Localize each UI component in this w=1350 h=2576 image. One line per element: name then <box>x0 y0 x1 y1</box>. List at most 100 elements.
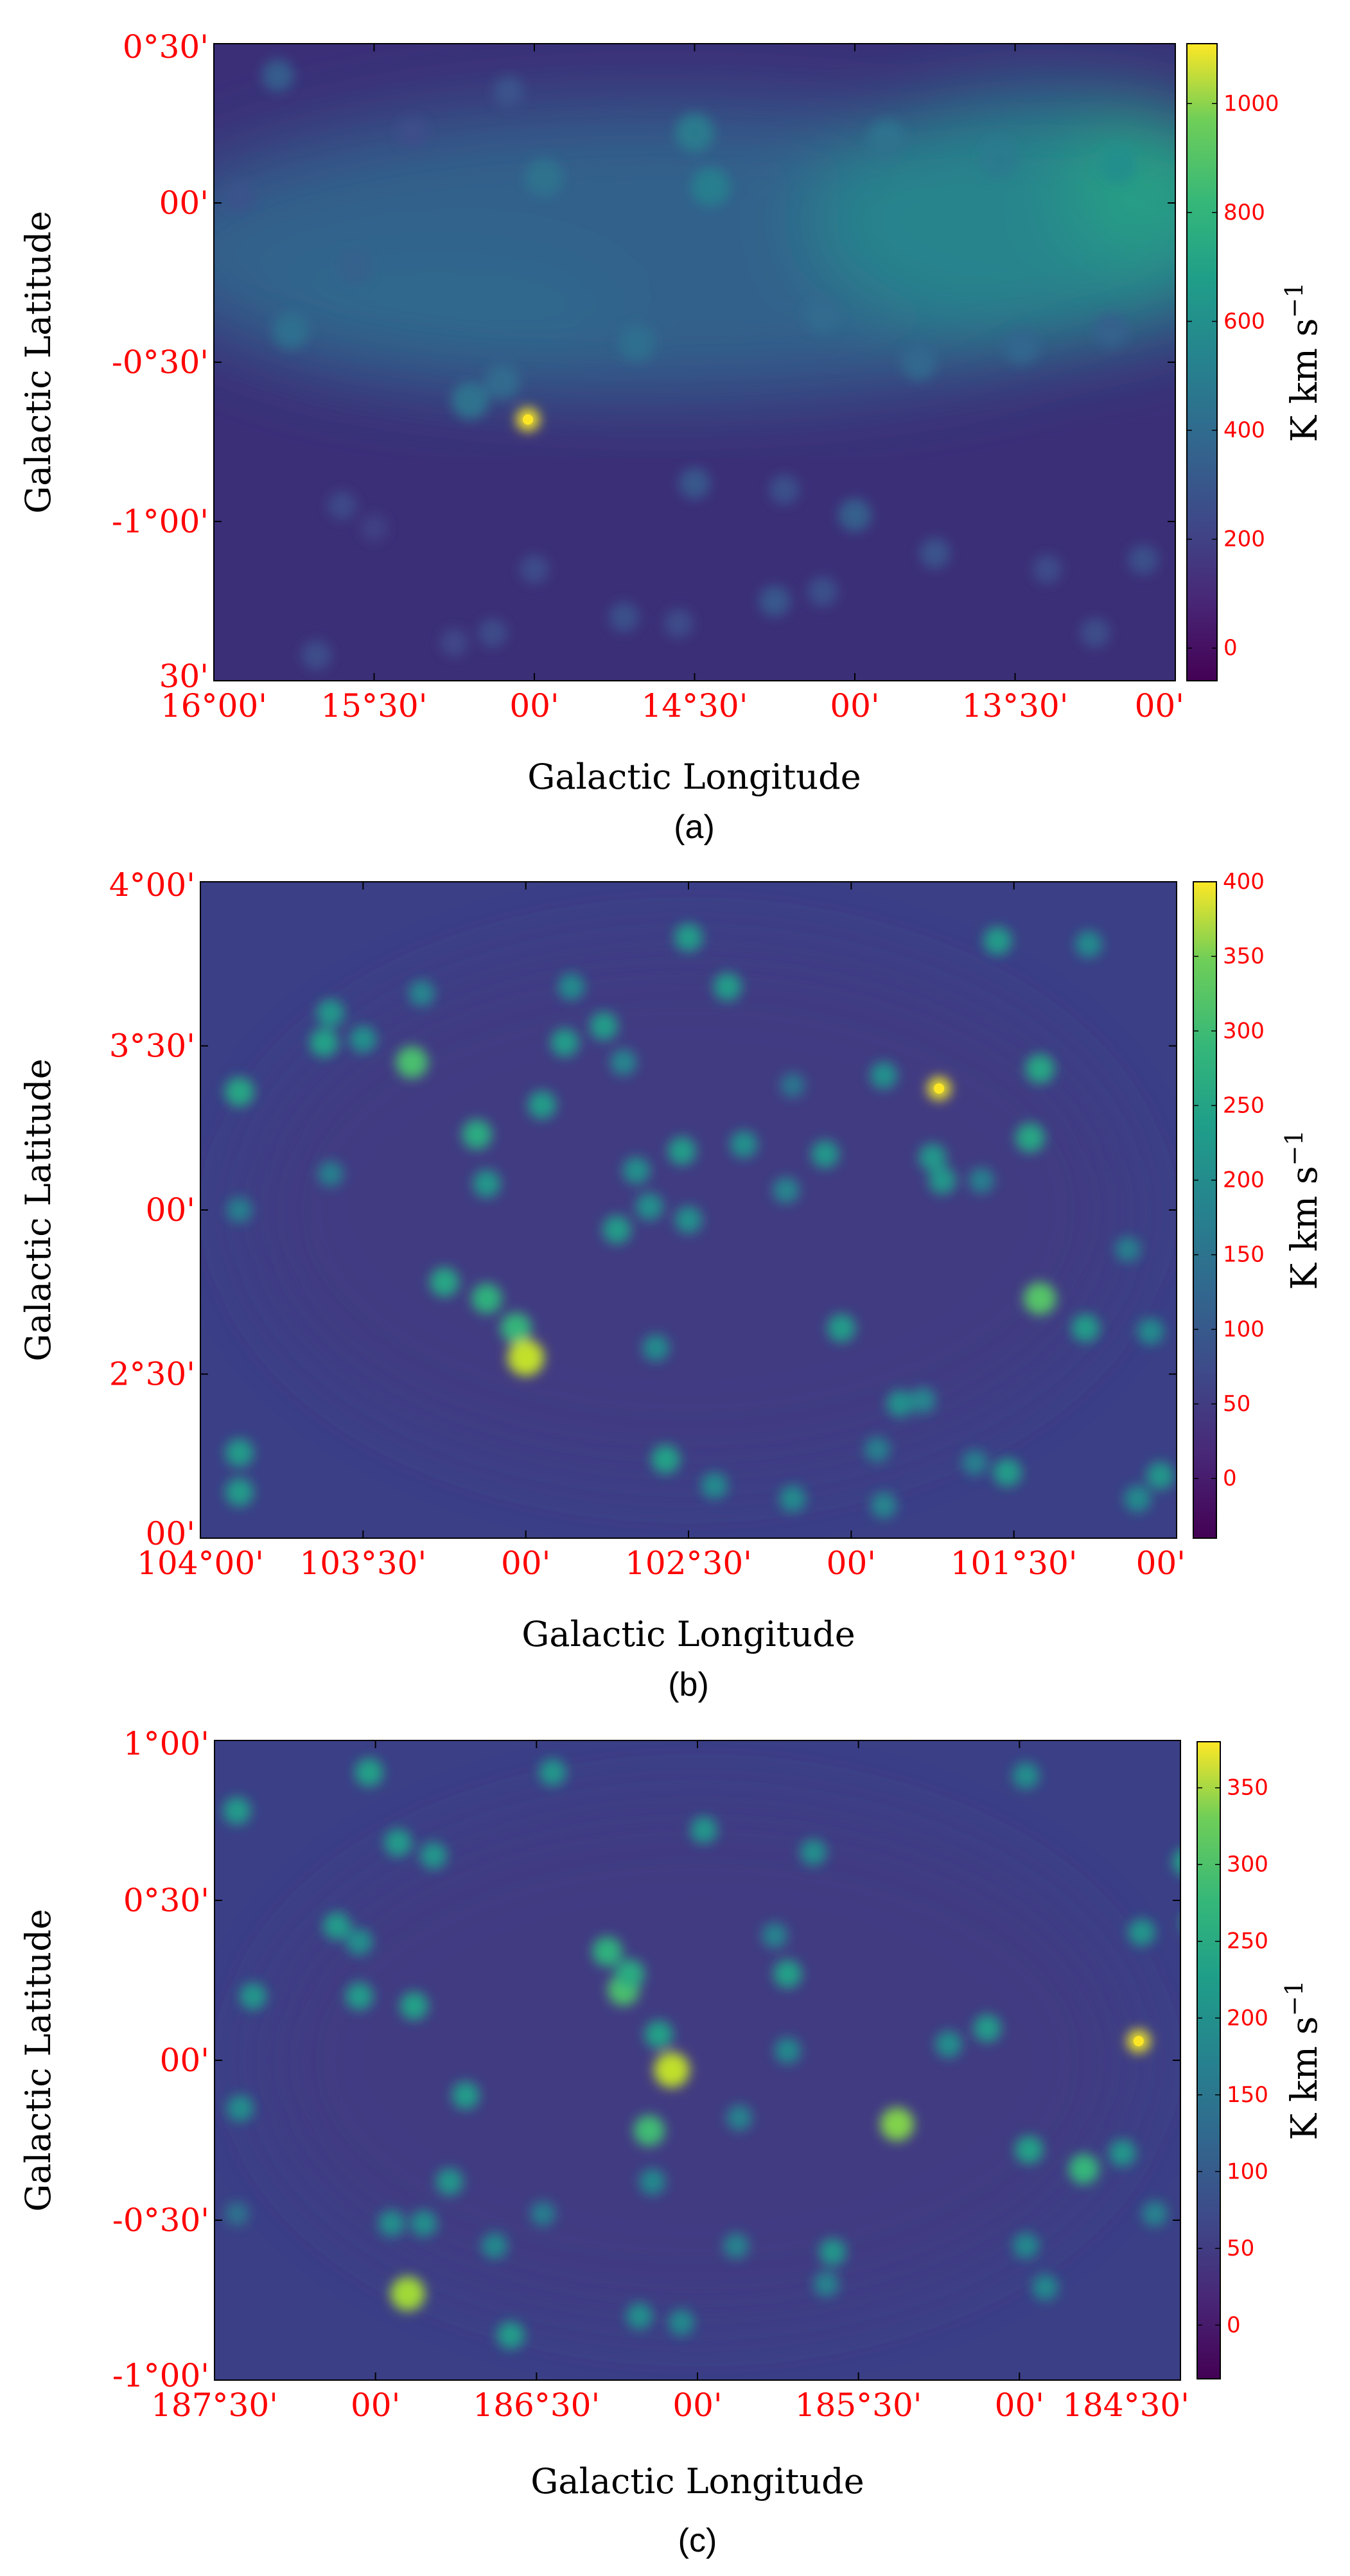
colorbar-b-gradient <box>1193 881 1217 1539</box>
clump <box>920 538 951 569</box>
clump <box>639 2168 666 2195</box>
colorbar-a-label: K km s−1 <box>1280 282 1326 442</box>
x-tick-label: 187°30' <box>151 2387 278 2424</box>
clump <box>667 1137 696 1166</box>
clump <box>664 609 693 638</box>
clump <box>730 1130 758 1159</box>
clump <box>691 168 730 207</box>
clump <box>322 1912 351 1940</box>
clump <box>654 2052 690 2088</box>
clump <box>827 1313 856 1342</box>
clump <box>539 1758 566 1786</box>
clump <box>983 926 1012 955</box>
clump <box>1222 2207 1249 2234</box>
clump <box>528 1091 556 1119</box>
clump <box>1338 2150 1350 2176</box>
clump <box>471 1283 502 1314</box>
clump <box>602 1215 631 1244</box>
clump <box>636 1193 663 1221</box>
clump <box>1012 1762 1040 1789</box>
clump <box>396 1046 428 1078</box>
clump <box>1109 2139 1136 2167</box>
clump <box>668 2309 695 2336</box>
y-tick-label: -1°00' <box>112 2357 209 2394</box>
clump <box>807 576 838 607</box>
panel-a: 16°00' 15°30' 00' 14°30' 00' 13°30' 00' 0°30'0… <box>18 28 1326 846</box>
clump <box>440 628 468 657</box>
y-axis-c: 1°00' 0°30' 00' -0°30' -1°00' <box>112 1725 1180 2394</box>
x-axis-label-c: Galactic Longitude <box>530 2461 864 2502</box>
clump <box>774 2037 801 2064</box>
x-tick-label: 00' <box>1136 1545 1186 1582</box>
clump <box>1115 1236 1141 1263</box>
heatmap-c <box>223 1758 1350 2367</box>
colorbar-tick-label: 100 <box>1223 1317 1265 1342</box>
clump <box>870 1062 898 1089</box>
clump <box>225 2202 249 2226</box>
colorbar-c-ticks: 0 50 100 150 200 250 300 350 <box>1197 1775 1268 2338</box>
clump <box>618 324 656 362</box>
x-tick-label: 00' <box>509 687 559 724</box>
y-axis-label-a: Galactic Latitude <box>18 211 58 513</box>
colorbar-b-unit: K km s <box>1284 1166 1326 1290</box>
colorbar-tick-label: 200 <box>1227 2005 1268 2031</box>
clump <box>301 640 331 670</box>
y-tick-label: -1°00' <box>112 503 209 540</box>
colorbar-tick-label: 400 <box>1223 869 1265 895</box>
clump <box>633 2115 665 2146</box>
clump <box>674 923 703 952</box>
clump <box>811 1140 839 1168</box>
clump-layer <box>223 1758 1350 2367</box>
x-tick-label: 101°30' <box>951 1545 1078 1582</box>
y-tick-label: -0°30' <box>112 344 209 381</box>
clump <box>1128 545 1159 575</box>
y-tick-label: 00' <box>159 184 209 222</box>
clump <box>610 1049 637 1076</box>
colorbar-c-unit-exp: −1 <box>1280 1980 1308 2016</box>
clump <box>1248 2277 1274 2304</box>
clump <box>1069 2153 1100 2184</box>
clump <box>813 2271 839 2297</box>
clump <box>384 1828 412 1857</box>
colorbar-tick-label: 800 <box>1223 200 1265 225</box>
clump <box>1290 2309 1316 2335</box>
clump <box>435 2168 464 2196</box>
colorbar-tick-label: 400 <box>1223 417 1265 443</box>
clump <box>909 1387 936 1414</box>
clump <box>478 618 507 647</box>
clump <box>1265 2342 1290 2367</box>
colorbar-tick-label: 600 <box>1223 308 1265 334</box>
clump <box>496 2321 525 2349</box>
x-tick-label: 186°30' <box>473 2387 600 2424</box>
clump <box>762 1922 788 1949</box>
clump <box>272 312 310 349</box>
clump <box>901 344 937 380</box>
clump <box>328 491 356 520</box>
clump <box>928 1166 956 1195</box>
colorbar-tick-label: 300 <box>1223 1018 1265 1044</box>
y-axis-label-c: Galactic Latitude <box>18 1909 58 2211</box>
clump <box>507 1339 545 1376</box>
x-tick-label: 00' <box>672 2387 722 2424</box>
clump <box>773 1177 800 1204</box>
clump <box>462 1119 492 1150</box>
clump <box>225 1478 254 1507</box>
y-tick-label: 3°30' <box>109 1028 195 1065</box>
clump <box>360 514 388 541</box>
x-tick-label: 00' <box>995 2387 1044 2424</box>
colorbar-c-unit: K km s <box>1284 2016 1326 2140</box>
clump <box>484 364 520 399</box>
clump <box>227 2094 254 2122</box>
x-axis-c: 187°30' 00' 186°30' 00' 185°30' 00' 184°30' <box>151 1740 1189 2424</box>
clump <box>961 1450 988 1476</box>
clump <box>805 297 841 333</box>
x-tick-label: 13°30' <box>962 687 1069 724</box>
clump <box>1080 618 1110 648</box>
y-tick-label: 0°30' <box>123 1882 209 1919</box>
clump <box>726 2105 753 2131</box>
clump <box>870 1492 897 1519</box>
clump <box>225 1439 254 1468</box>
clump <box>1173 1849 1180 1875</box>
clump <box>317 999 345 1027</box>
